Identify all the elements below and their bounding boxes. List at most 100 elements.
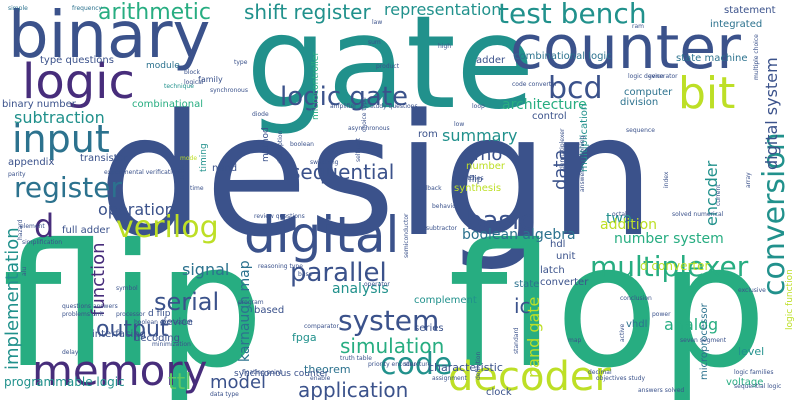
word: flop <box>448 208 767 400</box>
word: digital <box>244 206 400 264</box>
word: low <box>454 121 465 128</box>
word: serial <box>154 288 220 316</box>
word: sequence <box>626 127 655 134</box>
word: memory <box>32 346 208 395</box>
word: technique <box>164 83 194 90</box>
word: boolean algebra <box>462 227 576 243</box>
word: switching <box>310 159 339 166</box>
word: latches <box>462 175 484 182</box>
word: experimental verification <box>104 169 180 176</box>
word: programmable logic <box>4 375 125 389</box>
word: semiconductor <box>403 213 410 258</box>
word: multiplexer <box>590 250 749 283</box>
word: logical <box>184 79 204 86</box>
word: table <box>179 164 186 180</box>
word: microcontroller <box>311 51 321 120</box>
word: d <box>34 207 55 245</box>
word: loop <box>472 103 485 110</box>
word: ram <box>632 23 644 30</box>
word: bcd <box>548 71 603 106</box>
word: diode <box>252 111 269 118</box>
word: transistor <box>80 153 128 164</box>
word: number system <box>614 231 724 247</box>
word: type <box>234 59 248 66</box>
word: state <box>514 279 540 290</box>
word: series <box>414 323 444 334</box>
word: symbol <box>116 285 138 292</box>
word: addition <box>600 217 658 233</box>
word: amplifier <box>330 103 357 110</box>
word: boolean expression <box>134 319 193 326</box>
word: parallel <box>290 258 387 288</box>
word: synthesis <box>454 183 502 194</box>
word: active <box>619 323 626 342</box>
word: simplification <box>22 239 63 246</box>
word: characteristic <box>428 361 503 374</box>
word: full adder <box>62 225 110 236</box>
word: binary <box>8 0 211 73</box>
word: current <box>715 184 722 206</box>
word: summary <box>442 126 518 145</box>
word: digital system <box>762 57 781 170</box>
word: converter <box>540 277 589 288</box>
word: appendix <box>8 157 55 168</box>
word: jk flip <box>458 175 483 185</box>
word: comparator <box>304 323 339 330</box>
word: binary number <box>2 99 76 110</box>
word: decoder <box>448 354 611 400</box>
word: decoding <box>134 333 180 344</box>
word: fpga <box>292 331 317 344</box>
word: index <box>663 171 670 188</box>
word: processor <box>116 311 146 318</box>
word: structure <box>404 361 432 368</box>
word: generator <box>648 73 678 80</box>
word: time <box>190 185 204 192</box>
word: shift register <box>244 0 371 24</box>
word: objectives study <box>596 375 646 382</box>
word: gate <box>246 0 535 138</box>
word: system <box>338 304 440 337</box>
word: product <box>376 63 400 70</box>
word: synchronous counter <box>234 369 329 379</box>
word: demultiplexer <box>559 128 566 170</box>
word: map <box>568 337 582 344</box>
word: priority encoder <box>368 361 416 368</box>
word: latch <box>540 265 565 276</box>
word: control <box>532 111 567 122</box>
word: study questions <box>370 103 418 110</box>
word: karnaugh map <box>237 260 253 362</box>
word: based <box>254 305 285 316</box>
word: simulation <box>340 334 445 358</box>
word: rom <box>418 129 438 140</box>
word: state machine <box>676 53 748 64</box>
word: enable <box>310 375 331 382</box>
word: delay <box>62 349 79 356</box>
word: review questions <box>254 213 305 220</box>
word: exclusive <box>738 287 766 294</box>
word: arithmetic <box>98 0 212 25</box>
word: nand <box>212 163 238 174</box>
word: clock <box>486 387 512 398</box>
word: synchronous <box>210 87 248 94</box>
word: questions answers <box>62 303 118 310</box>
word: assignment <box>432 375 467 382</box>
word: power <box>652 311 671 318</box>
word: operation <box>98 200 175 219</box>
word: high <box>438 43 452 50</box>
word: definition <box>475 351 482 380</box>
word: hdl <box>550 239 566 250</box>
word: self test <box>355 137 362 162</box>
word: operator <box>364 281 390 288</box>
word: d converter <box>640 259 710 273</box>
word: parity <box>8 171 26 178</box>
word: implementation <box>2 227 23 370</box>
word: voltage <box>726 377 764 388</box>
word: subtractor <box>426 225 458 232</box>
word: simple <box>8 5 28 12</box>
word: asynchronous <box>348 125 390 132</box>
word: sequential <box>290 160 395 184</box>
word: signal <box>182 260 230 279</box>
word: output <box>96 317 169 342</box>
word: combinational <box>132 99 204 110</box>
word: base <box>298 271 313 278</box>
